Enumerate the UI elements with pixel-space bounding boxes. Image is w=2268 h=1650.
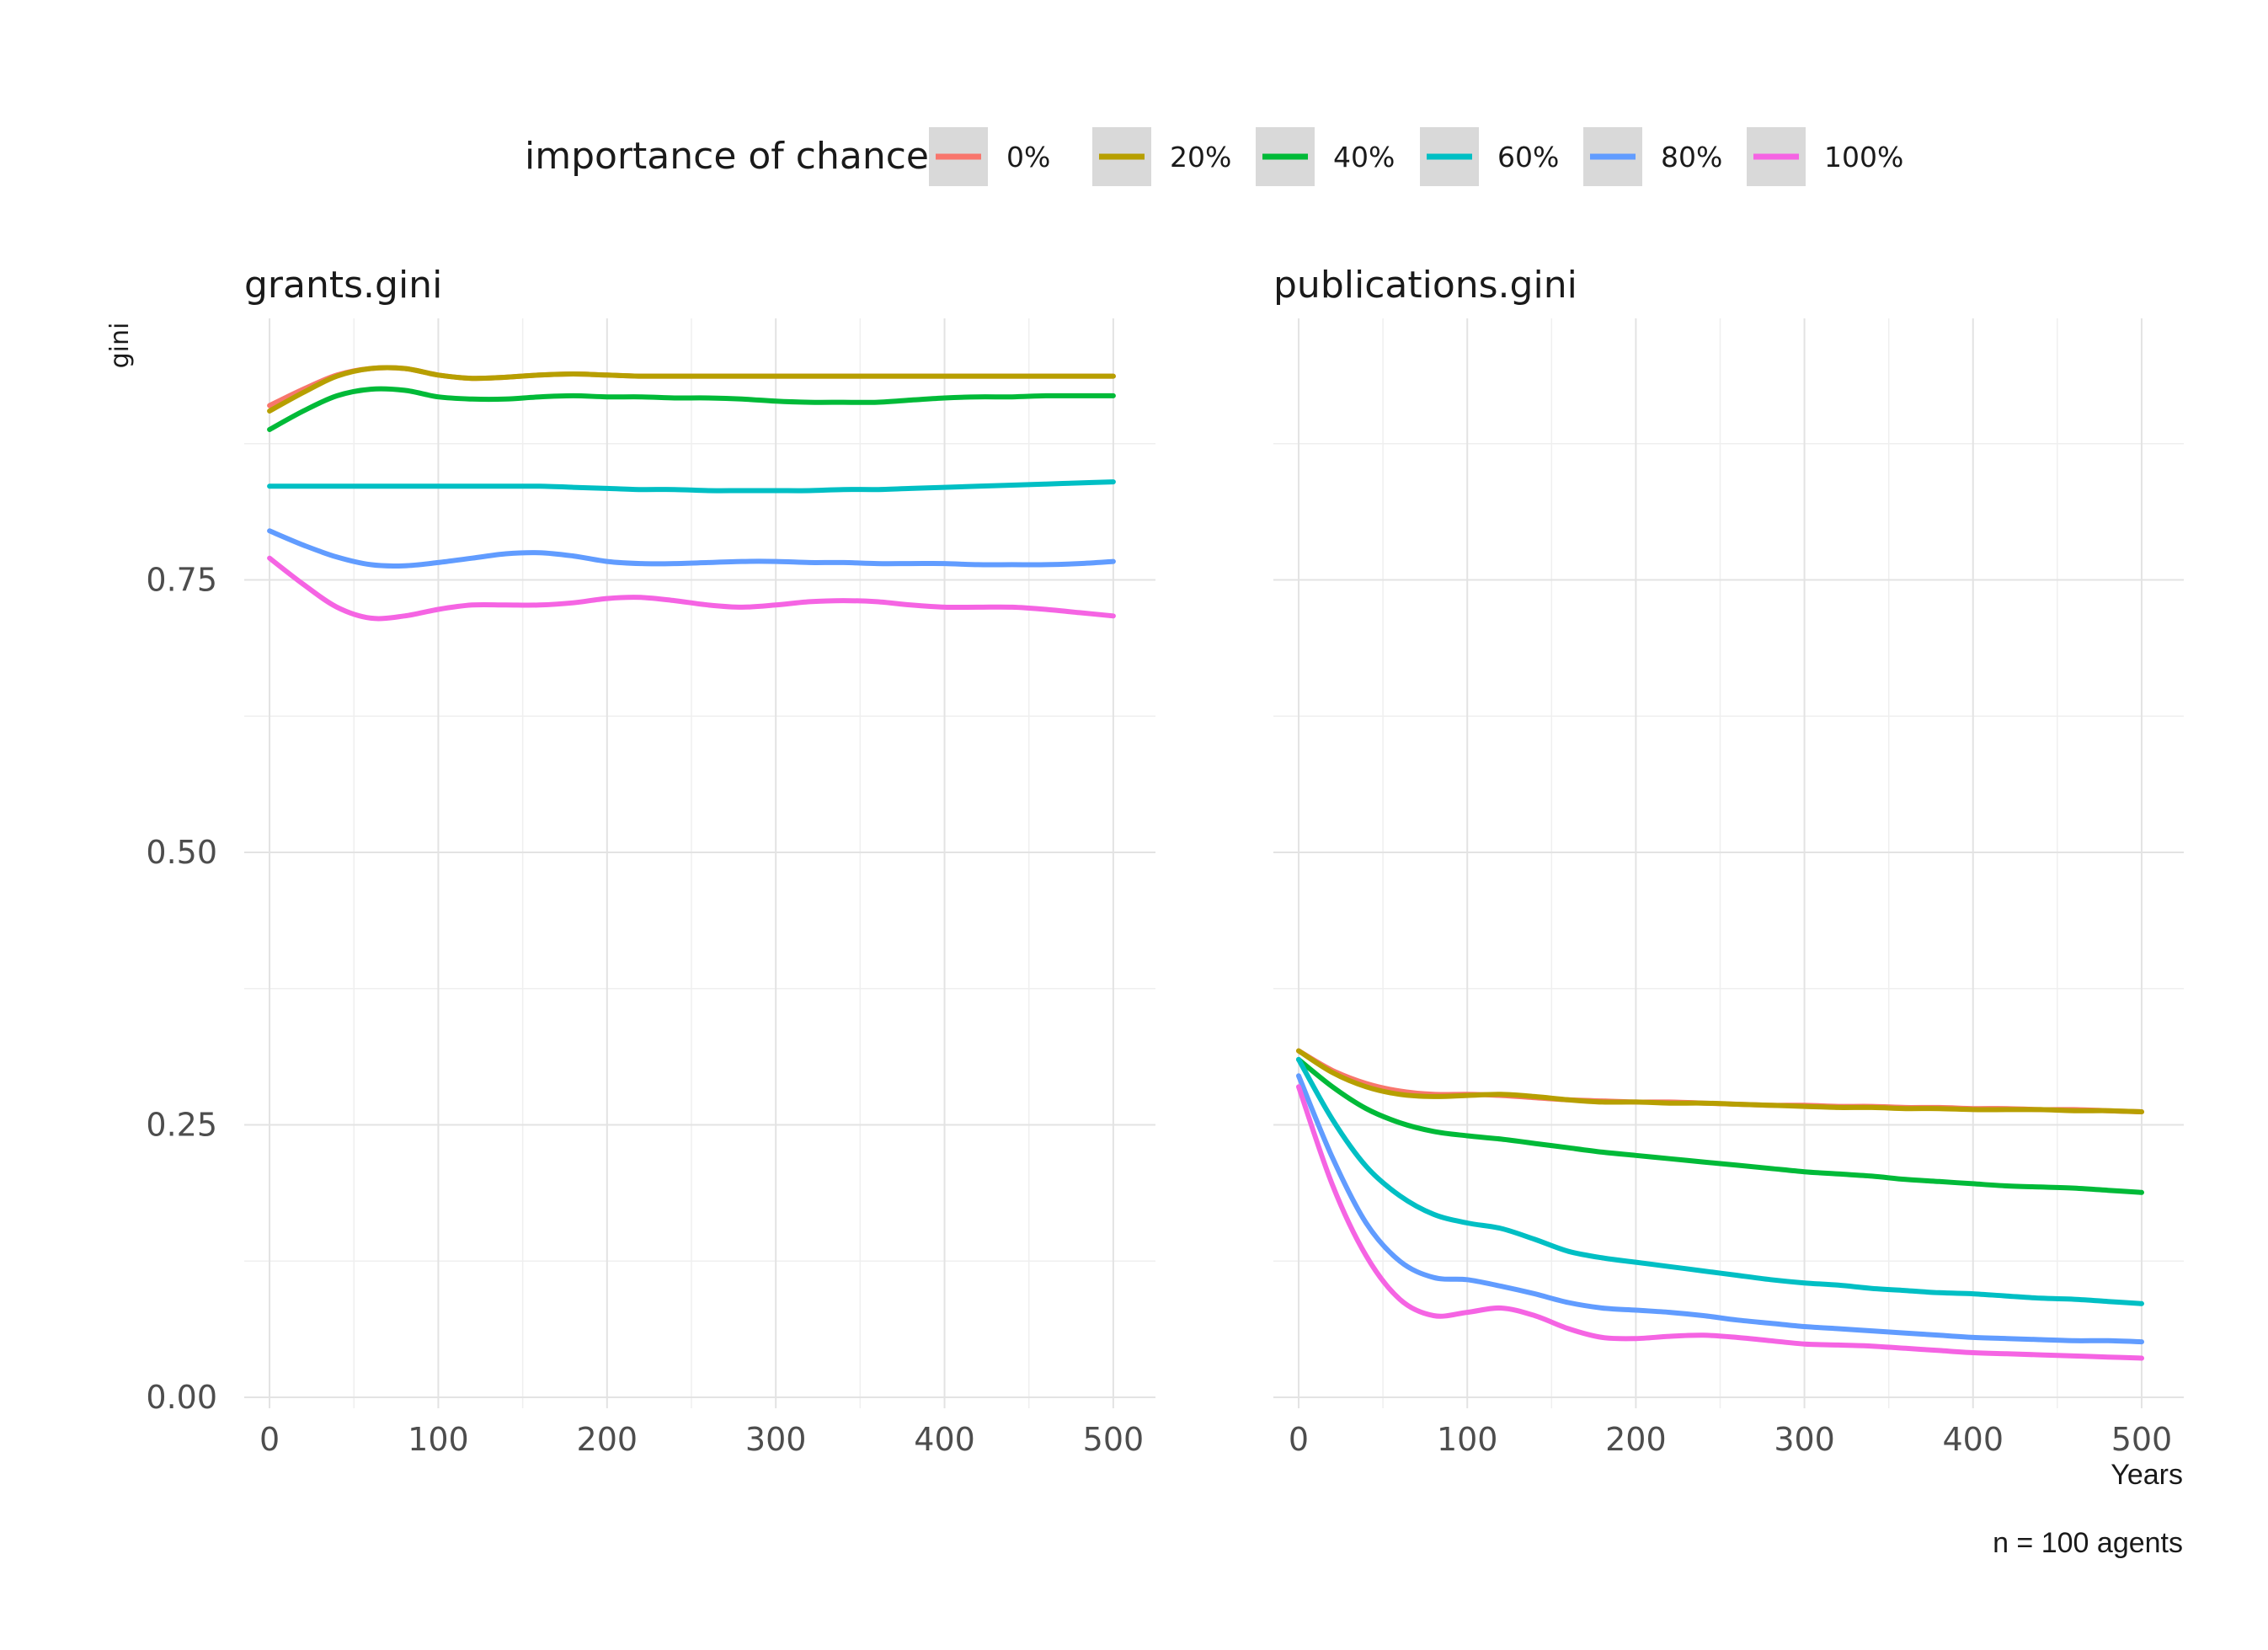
legend-item-80pct: 80%: [1583, 127, 1722, 186]
x-tick-label: 500: [1083, 1421, 1145, 1458]
panel-grants-gini: grants.gini 0 100 200 300 400 500 0.00 0.25 0.50…: [146, 264, 1155, 1458]
gridlines: [244, 318, 1155, 1408]
legend-item-20pct: 20%: [1092, 127, 1231, 186]
legend-item-0pct: 0%: [929, 127, 1050, 186]
legend-item-40pct: 40%: [1256, 127, 1395, 186]
x-tick-label: 500: [2111, 1421, 2173, 1458]
series-line-100pct: [1296, 1084, 2144, 1361]
panel-publications-gini: publications.gini 0 100 200 300 400 500: [1273, 264, 2184, 1458]
y-tick-label: 0.50: [146, 834, 217, 871]
x-tick-label: 100: [408, 1421, 469, 1458]
series-line-60pct: [1296, 1056, 2144, 1306]
legend-label: 60%: [1497, 141, 1559, 174]
legend-keys: 0% 20% 40% 60% 80% 100%: [929, 127, 1903, 186]
series-line-80pct: [1296, 1073, 2144, 1345]
series-line-80pct: [267, 528, 1116, 569]
x-tick-label: 200: [1605, 1421, 1667, 1458]
caption: n = 100 agents: [1993, 1527, 2183, 1559]
x-tick-label: 0: [1289, 1421, 1309, 1458]
x-tick-label: 0: [259, 1421, 280, 1458]
facet-title-grants: grants.gini: [244, 264, 442, 307]
y-tick-label: 0.75: [146, 562, 217, 599]
y-tick-label: 0.00: [146, 1379, 217, 1416]
legend-item-100pct: 100%: [1747, 127, 1903, 186]
facet-title-publications: publications.gini: [1273, 264, 1577, 307]
y-axis-title: gini: [105, 323, 135, 369]
series-line-20pct: [1296, 1048, 2144, 1114]
gridlines: [1273, 318, 2184, 1408]
series-line-40pct: [1296, 1056, 2144, 1195]
x-tick-label: 300: [745, 1421, 807, 1458]
legend-title: importance of chance: [525, 135, 929, 178]
series-line-40pct: [267, 386, 1116, 432]
legend-label: 40%: [1333, 141, 1395, 174]
legend-item-60pct: 60%: [1420, 127, 1559, 186]
x-tick-label: 100: [1437, 1421, 1498, 1458]
x-tick-label: 400: [914, 1421, 975, 1458]
legend-label: 0%: [1006, 141, 1050, 174]
legend-label: 20%: [1170, 141, 1231, 174]
x-tick-label: 400: [1943, 1421, 2004, 1458]
legend-label: 80%: [1661, 141, 1722, 174]
series-line-100pct: [267, 555, 1116, 622]
legend-label: 100%: [1824, 141, 1903, 174]
y-tick-label: 0.25: [146, 1107, 217, 1144]
series-line-60pct: [267, 479, 1116, 494]
x-axis-title: Years: [2111, 1459, 2183, 1491]
legend: importance of chance 0% 20% 40% 60% 80% 100%: [525, 127, 1903, 186]
x-tick-label: 300: [1774, 1421, 1835, 1458]
series-line-20pct: [267, 365, 1116, 414]
x-tick-label: 200: [577, 1421, 638, 1458]
